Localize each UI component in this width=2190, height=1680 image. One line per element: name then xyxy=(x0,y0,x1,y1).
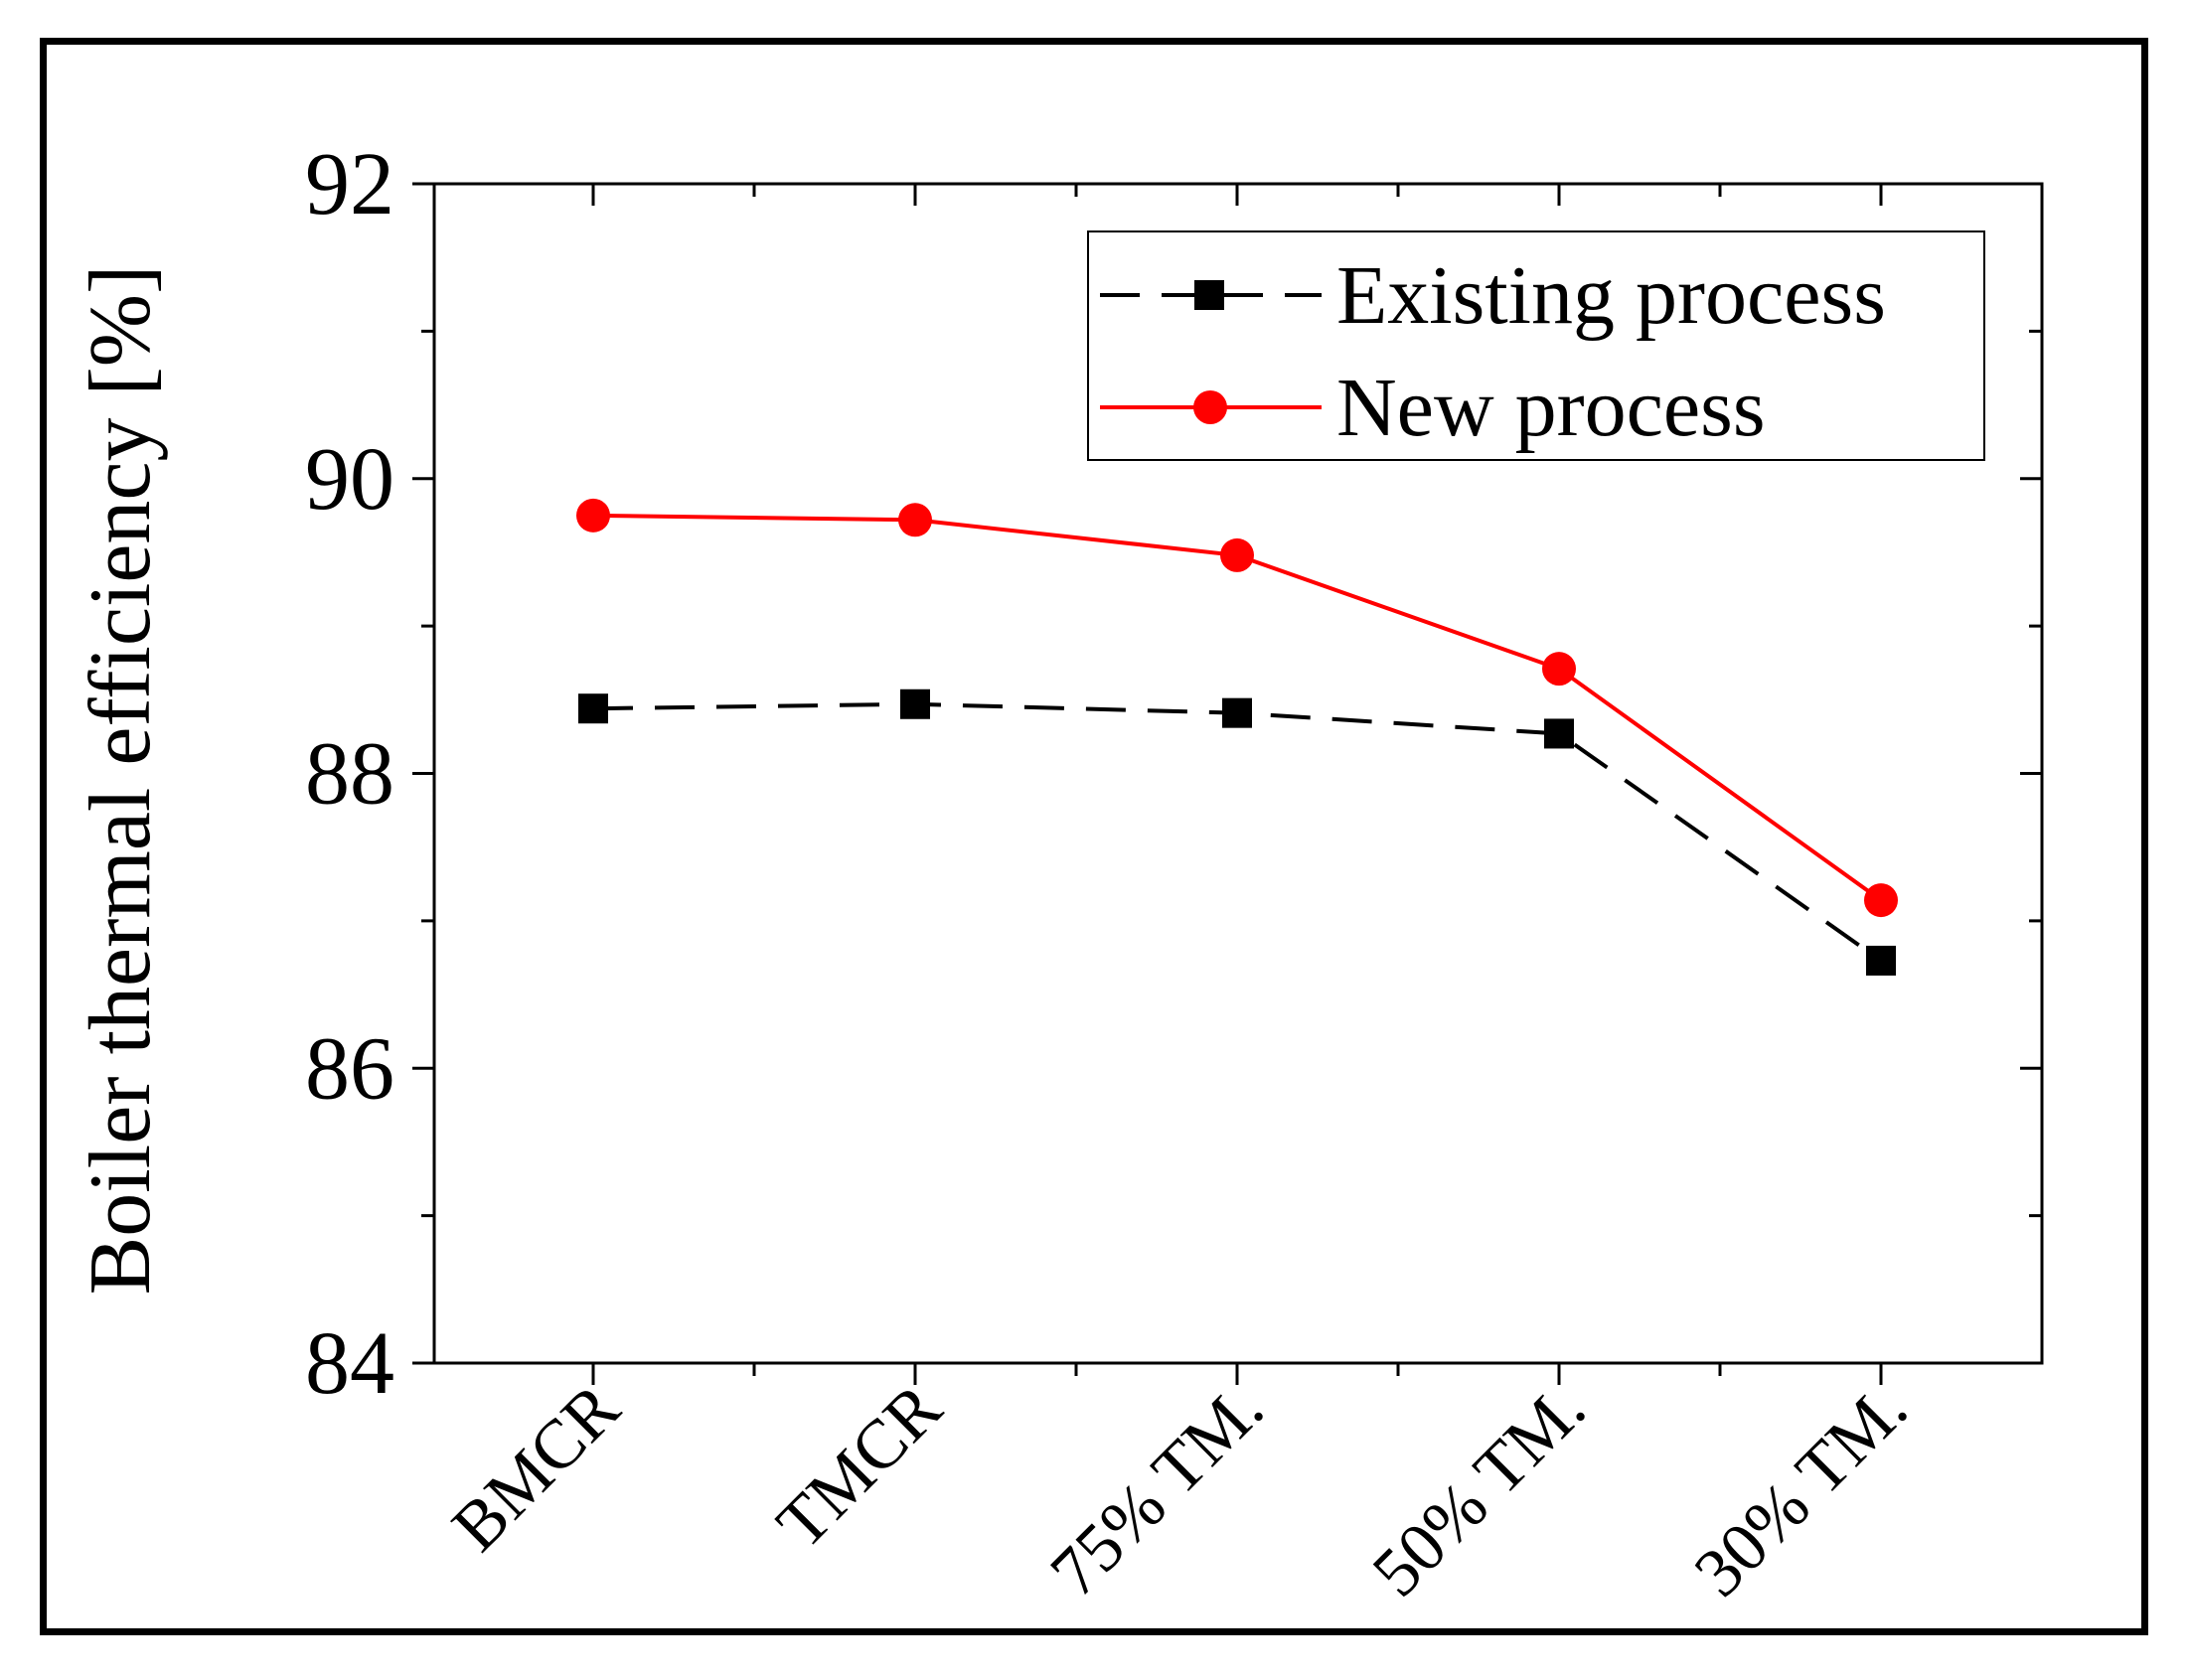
data-point-circle xyxy=(898,503,932,537)
data-point-square xyxy=(1866,945,1896,976)
legend-marker-circle xyxy=(1193,390,1227,424)
data-point-square xyxy=(900,688,930,719)
data-point-square xyxy=(1544,718,1574,749)
x-tick-label: 75% TM. xyxy=(1036,1370,1278,1611)
legend: Existing process New process xyxy=(1087,230,1985,461)
y-axis-title: Boiler thermal efficiency [%] xyxy=(73,265,169,1296)
legend-label: New process xyxy=(1336,362,1766,454)
x-tick-label: 30% TM. xyxy=(1680,1370,1922,1611)
data-point-circle xyxy=(1542,652,1576,687)
y-tick-label: 90 xyxy=(305,430,394,529)
y-tick-label: 92 xyxy=(305,135,394,233)
legend-box xyxy=(1087,230,1985,461)
legend-marker-square xyxy=(1194,280,1224,310)
x-tick-label: TMCR xyxy=(763,1370,957,1564)
data-point-square xyxy=(578,693,608,724)
x-tick-label: 50% TM. xyxy=(1358,1370,1600,1611)
y-tick-label: 84 xyxy=(305,1314,394,1413)
x-tick-label: BMCR xyxy=(438,1370,635,1567)
y-tick-label: 86 xyxy=(305,1019,394,1118)
series-line xyxy=(592,701,1883,963)
series-layer xyxy=(576,498,1898,976)
data-point-circle xyxy=(576,498,610,533)
y-tick-label: 88 xyxy=(305,725,394,824)
data-point-circle xyxy=(1220,537,1254,572)
legend-entries: Existing process New process xyxy=(1100,249,1886,454)
data-point-square xyxy=(1222,697,1252,728)
series-existing-process xyxy=(578,688,1896,976)
series-new-process xyxy=(576,498,1898,918)
data-point-circle xyxy=(1864,883,1898,918)
legend-label: Existing process xyxy=(1336,249,1886,342)
